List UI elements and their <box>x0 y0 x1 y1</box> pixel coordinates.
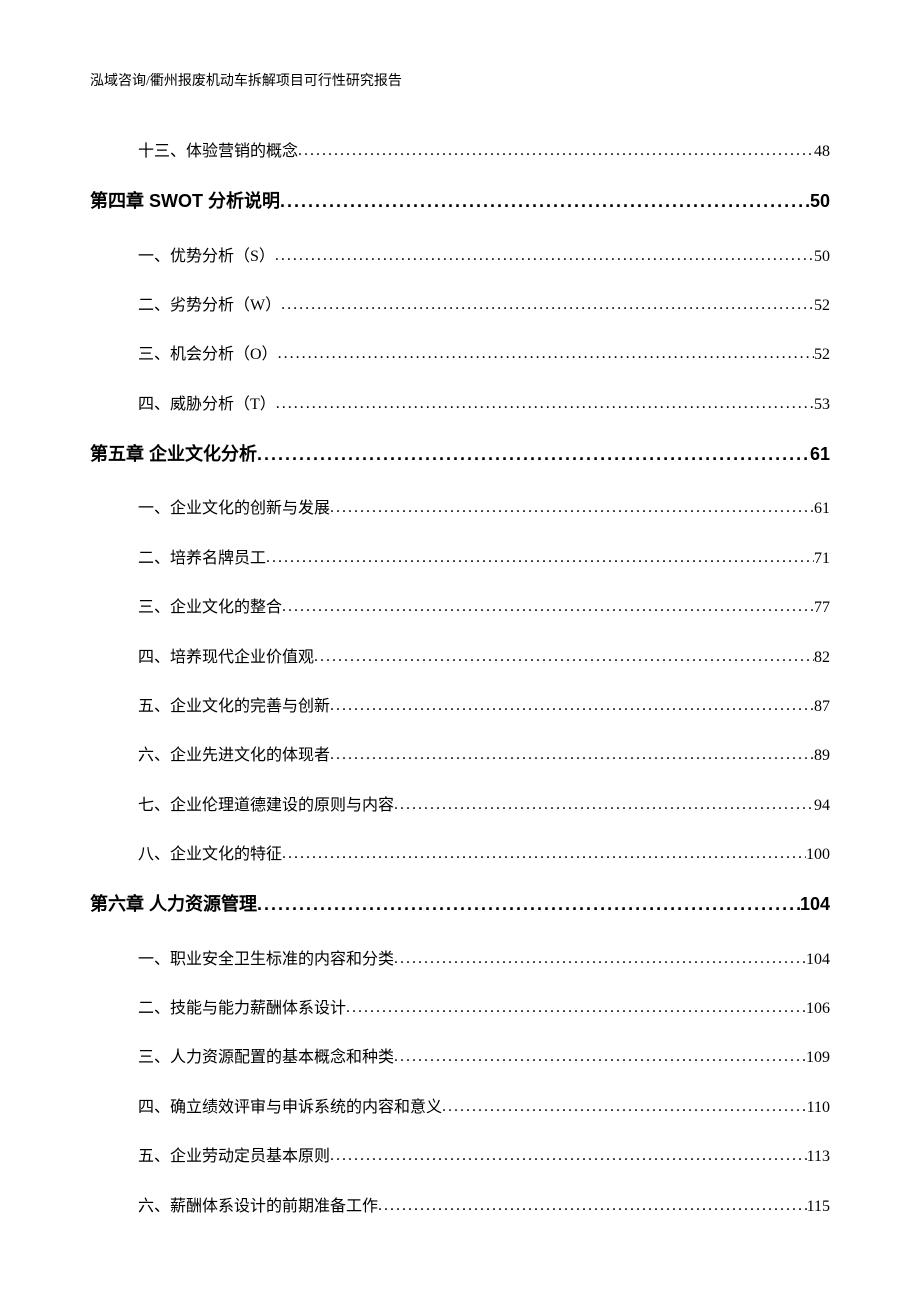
toc-sub-item: 四、培养现代企业价值观 82 <box>138 646 830 669</box>
toc-sub-item: 一、职业安全卫生标准的内容和分类 104 <box>138 948 830 971</box>
toc-label: 三、人力资源配置的基本概念和种类 <box>138 1047 394 1069</box>
toc-label: 三、机会分析（O） <box>138 344 278 366</box>
toc-sub-item: 一、优势分析（S） 50 <box>138 245 830 268</box>
toc-sub-item: 三、人力资源配置的基本概念和种类 109 <box>138 1046 830 1069</box>
toc-sub-item: 七、企业伦理道德建设的原则与内容 94 <box>138 794 830 817</box>
table-of-contents: 十三、体验营销的概念 48 第四章 SWOT 分析说明 50 一、优势分析（S） 50 二、… <box>90 140 830 1218</box>
toc-label: 二、技能与能力薪酬体系设计 <box>138 998 346 1020</box>
toc-label: 五、企业劳动定员基本原则 <box>138 1146 330 1168</box>
toc-label: 一、优势分析（S） <box>138 246 275 268</box>
toc-leader-dots <box>394 948 806 964</box>
toc-leader-dots <box>298 140 814 156</box>
toc-label: 第四章 SWOT 分析说明 <box>90 189 280 214</box>
toc-sub-item: 二、培养名牌员工 71 <box>138 547 830 570</box>
toc-leader-dots <box>394 1046 806 1062</box>
toc-sub-item: 二、技能与能力薪酬体系设计 106 <box>138 997 830 1020</box>
toc-sub-item: 八、企业文化的特征 100 <box>138 843 830 866</box>
toc-label: 一、企业文化的创新与发展 <box>138 498 330 520</box>
document-page: 泓域咨询/衢州报废机动车拆解项目可行性研究报告 十三、体验营销的概念 48 第四章 … <box>0 0 920 1304</box>
toc-label: 第五章 企业文化分析 <box>90 442 257 467</box>
toc-page-number: 110 <box>807 1097 830 1119</box>
toc-page-number: 61 <box>810 442 830 467</box>
toc-page-number: 109 <box>806 1047 830 1069</box>
toc-sub-item: 五、企业文化的完善与创新 87 <box>138 695 830 718</box>
toc-label: 四、培养现代企业价值观 <box>138 647 314 669</box>
toc-page-number: 53 <box>814 394 830 416</box>
toc-chapter: 第四章 SWOT 分析说明 50 <box>90 189 830 214</box>
toc-page-number: 71 <box>814 548 830 570</box>
toc-leader-dots <box>282 843 806 859</box>
toc-leader-dots <box>276 393 814 409</box>
toc-label: 二、劣势分析（W） <box>138 295 281 317</box>
toc-page-number: 89 <box>814 745 830 767</box>
toc-sub-item: 六、企业先进文化的体现者 89 <box>138 744 830 767</box>
toc-leader-dots <box>281 294 814 310</box>
toc-chapter: 第五章 企业文化分析 61 <box>90 442 830 467</box>
toc-leader-dots <box>394 794 814 810</box>
toc-page-number: 61 <box>814 498 830 520</box>
toc-sub-item: 四、确立绩效评审与申诉系统的内容和意义 110 <box>138 1096 830 1119</box>
toc-sub-item: 四、威胁分析（T） 53 <box>138 393 830 416</box>
toc-label: 一、职业安全卫生标准的内容和分类 <box>138 949 394 971</box>
toc-label: 四、威胁分析（T） <box>138 394 276 416</box>
toc-label: 三、企业文化的整合 <box>138 597 282 619</box>
toc-page-number: 87 <box>814 696 830 718</box>
toc-leader-dots <box>330 695 814 711</box>
toc-page-number: 104 <box>800 892 830 917</box>
toc-sub-item: 六、薪酬体系设计的前期准备工作 115 <box>138 1195 830 1218</box>
toc-leader-dots <box>346 997 806 1013</box>
toc-leader-dots <box>282 596 814 612</box>
toc-leader-dots <box>257 442 810 460</box>
toc-page-number: 48 <box>814 141 830 163</box>
toc-chapter: 第六章 人力资源管理 104 <box>90 892 830 917</box>
toc-page-number: 115 <box>807 1196 830 1218</box>
page-header: 泓域咨询/衢州报废机动车拆解项目可行性研究报告 <box>90 70 830 90</box>
toc-label: 六、薪酬体系设计的前期准备工作 <box>138 1196 378 1218</box>
toc-label: 六、企业先进文化的体现者 <box>138 745 330 767</box>
toc-label: 二、培养名牌员工 <box>138 548 266 570</box>
toc-page-number: 52 <box>814 344 830 366</box>
toc-leader-dots <box>442 1096 807 1112</box>
toc-page-number: 77 <box>814 597 830 619</box>
toc-leader-dots <box>257 892 800 910</box>
toc-page-number: 106 <box>806 998 830 1020</box>
toc-leader-dots <box>378 1195 807 1211</box>
toc-label: 十三、体验营销的概念 <box>138 141 298 163</box>
toc-page-number: 104 <box>806 949 830 971</box>
toc-sub-item: 三、机会分析（O） 52 <box>138 343 830 366</box>
toc-page-number: 82 <box>814 647 830 669</box>
toc-sub-item: 十三、体验营销的概念 48 <box>138 140 830 163</box>
toc-leader-dots <box>280 189 810 207</box>
toc-leader-dots <box>330 497 814 513</box>
toc-leader-dots <box>278 343 814 359</box>
toc-leader-dots <box>330 744 814 760</box>
toc-page-number: 100 <box>806 844 830 866</box>
toc-page-number: 50 <box>814 246 830 268</box>
toc-sub-item: 三、企业文化的整合 77 <box>138 596 830 619</box>
toc-leader-dots <box>314 646 814 662</box>
toc-sub-item: 五、企业劳动定员基本原则 113 <box>138 1145 830 1168</box>
toc-label: 五、企业文化的完善与创新 <box>138 696 330 718</box>
toc-label: 第六章 人力资源管理 <box>90 892 257 917</box>
toc-leader-dots <box>330 1145 807 1161</box>
toc-label: 四、确立绩效评审与申诉系统的内容和意义 <box>138 1097 442 1119</box>
toc-label: 八、企业文化的特征 <box>138 844 282 866</box>
toc-leader-dots <box>275 245 814 261</box>
toc-page-number: 50 <box>810 189 830 214</box>
toc-page-number: 52 <box>814 295 830 317</box>
toc-leader-dots <box>266 547 814 563</box>
toc-sub-item: 一、企业文化的创新与发展 61 <box>138 497 830 520</box>
toc-sub-item: 二、劣势分析（W） 52 <box>138 294 830 317</box>
toc-label: 七、企业伦理道德建设的原则与内容 <box>138 795 394 817</box>
toc-page-number: 94 <box>814 795 830 817</box>
toc-page-number: 113 <box>807 1146 830 1168</box>
